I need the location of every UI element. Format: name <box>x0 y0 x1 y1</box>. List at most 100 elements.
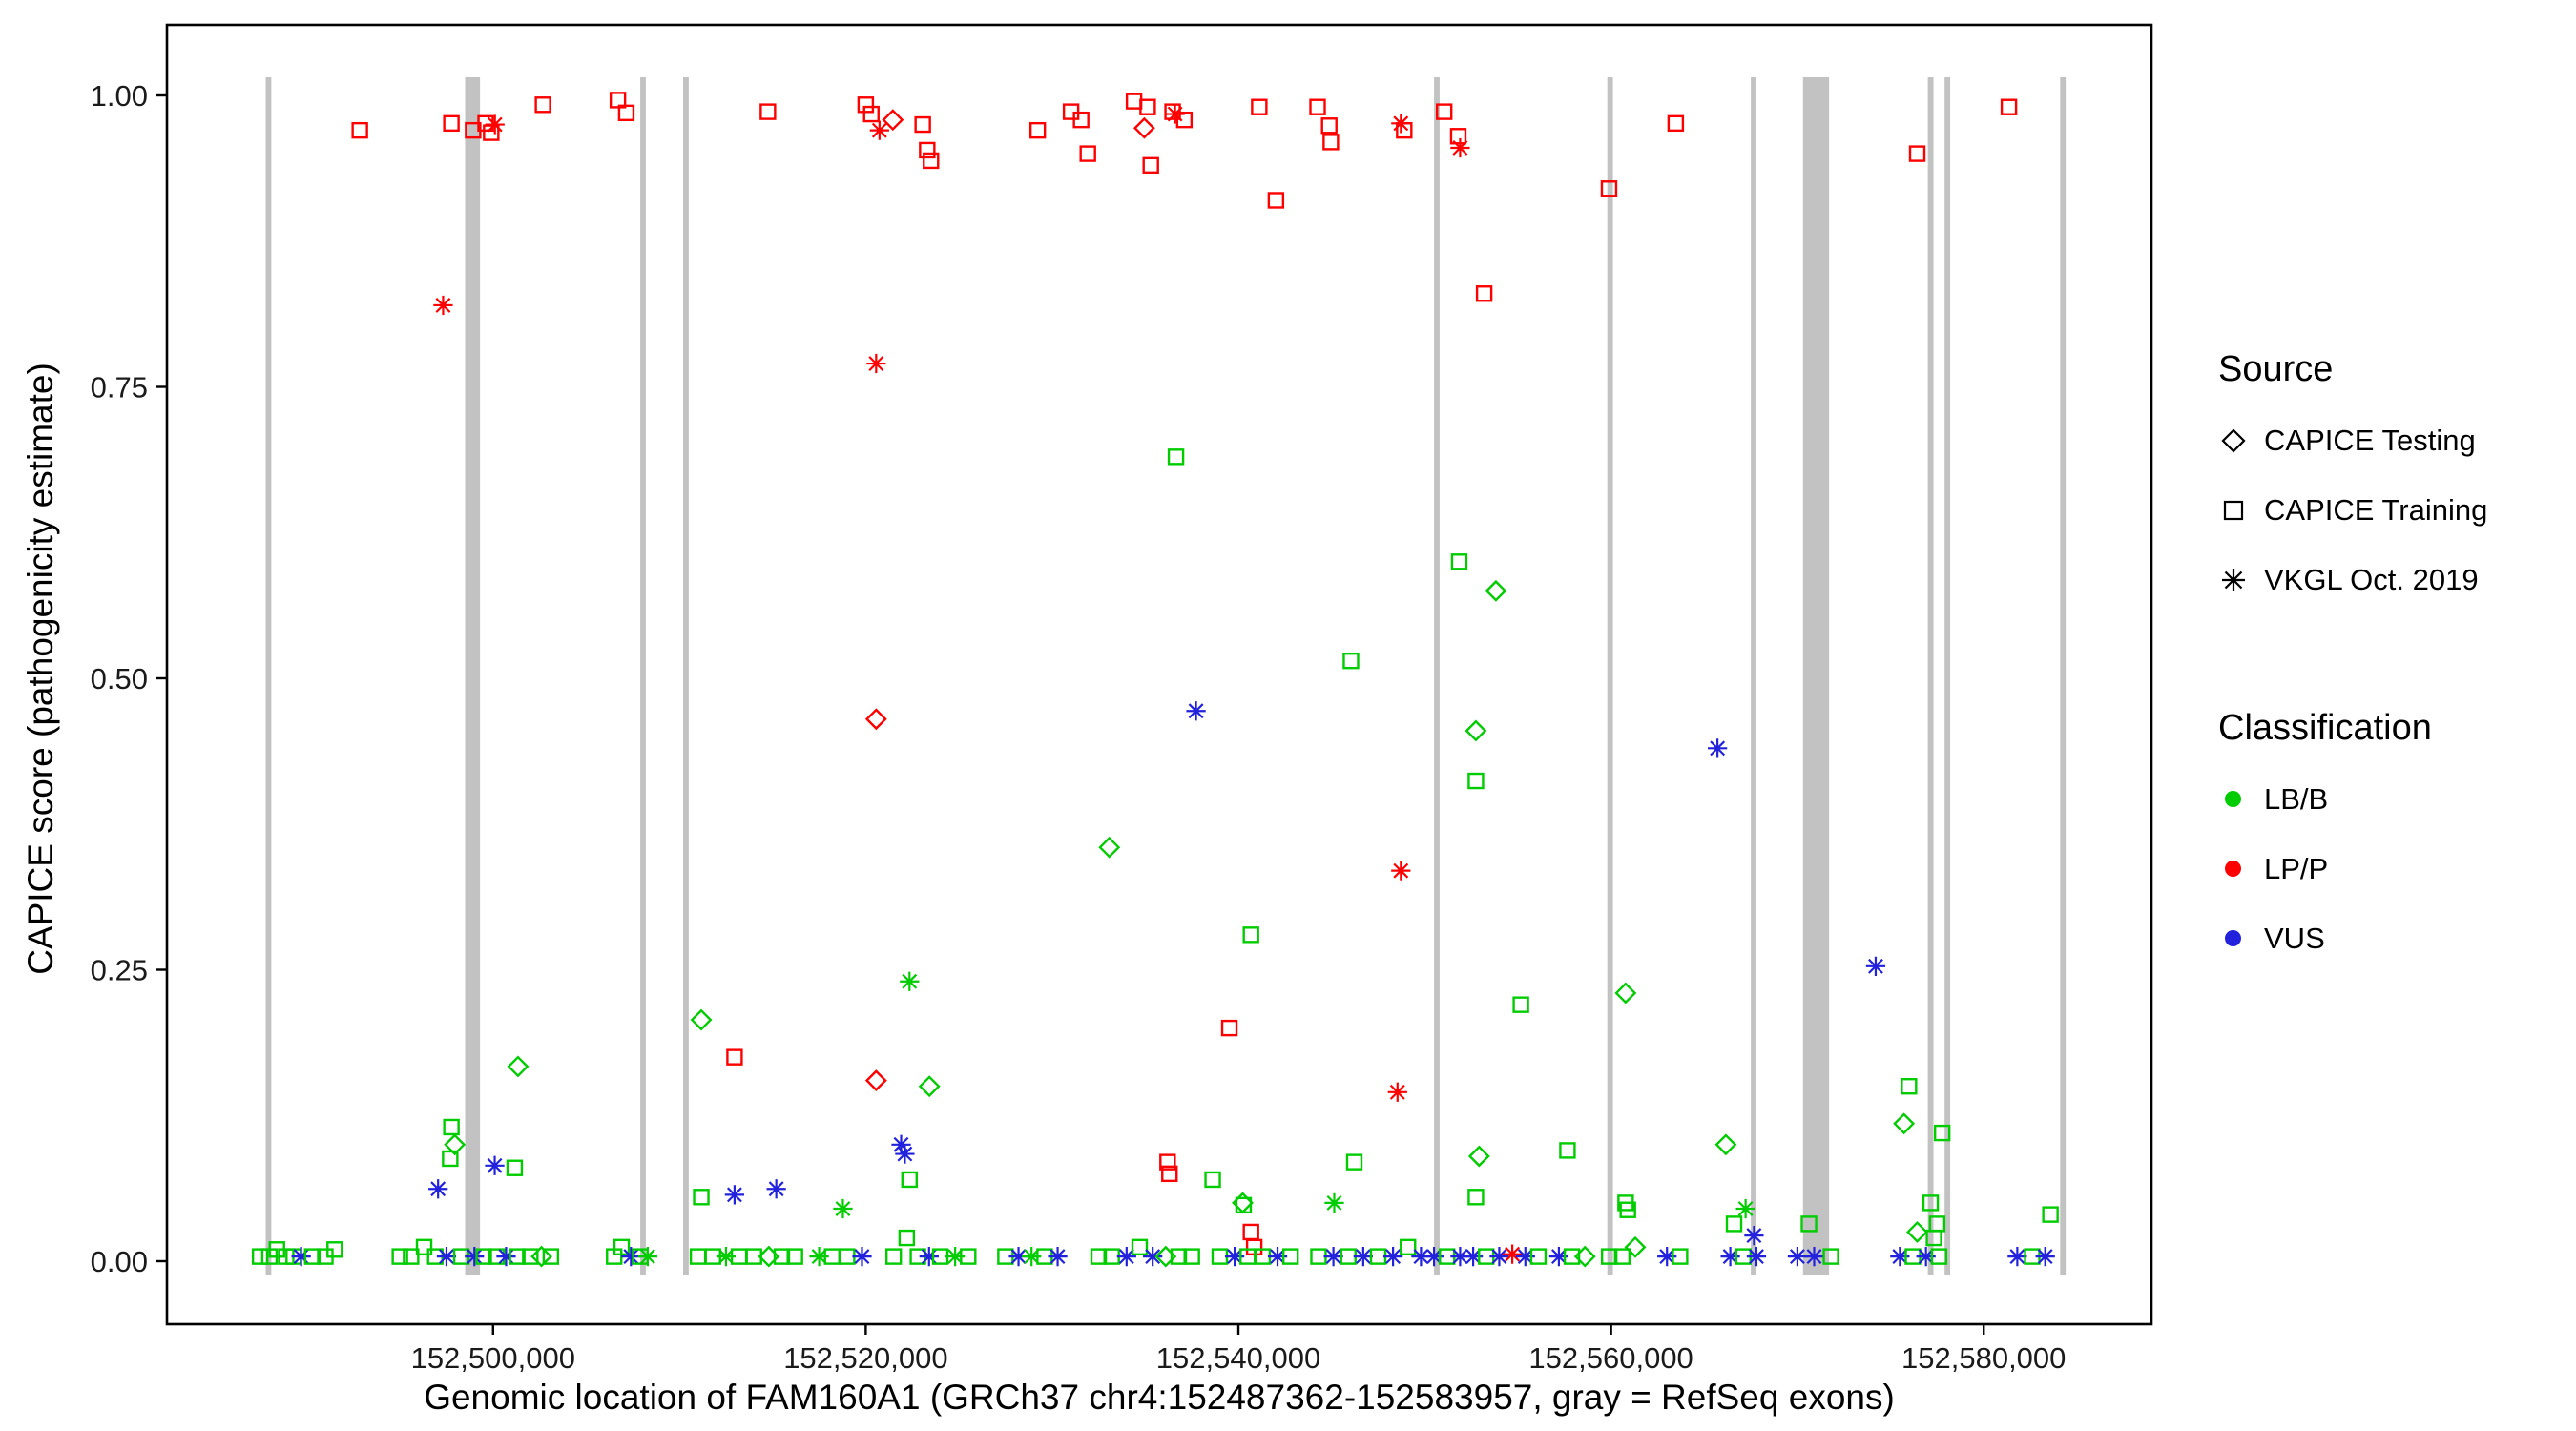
data-point <box>1672 1248 1689 1265</box>
data-point <box>433 295 453 316</box>
x-tick-label: 152,580,000 <box>1901 1341 2066 1375</box>
data-point <box>900 971 920 991</box>
data-point <box>1467 1189 1485 1206</box>
data-point <box>2007 1246 2027 1267</box>
data-point <box>1098 836 1121 859</box>
y-tick-label: 0.75 <box>91 371 148 404</box>
data-point <box>1512 996 1529 1013</box>
data-point <box>465 1246 485 1267</box>
data-point <box>1865 956 1886 976</box>
data-point <box>923 152 940 170</box>
data-point <box>617 104 635 122</box>
data-point <box>428 1179 448 1199</box>
data-point <box>1183 1248 1200 1265</box>
data-point <box>1079 145 1096 162</box>
y-axis-title: CAPICE score (pathogenicity estimate) <box>21 363 60 975</box>
data-point <box>1450 553 1468 570</box>
data-point <box>693 1189 710 1206</box>
data-point <box>1787 1246 1808 1267</box>
legend-source-title: Source <box>2218 349 2334 389</box>
data-point <box>857 96 875 114</box>
exon-bar <box>1607 77 1613 1275</box>
legend-item-lpp: LP/P <box>2218 834 2432 903</box>
data-point <box>351 121 368 139</box>
data-point <box>1804 1246 1824 1267</box>
exon-bar <box>1927 77 1934 1275</box>
x-tick-label: 152,500,000 <box>411 1341 575 1375</box>
data-point <box>1450 137 1470 158</box>
data-point <box>609 92 627 109</box>
exon-bar <box>265 77 272 1275</box>
data-point <box>443 114 460 133</box>
data-point <box>724 1185 745 1205</box>
data-point <box>882 109 904 132</box>
square-icon <box>2223 500 2244 520</box>
data-point <box>1559 1142 1576 1159</box>
data-point <box>809 1246 829 1267</box>
legend-classification: Classification LB/B LP/P VUS <box>2218 708 2432 973</box>
data-point <box>766 1179 786 1199</box>
data-point <box>1175 111 1194 129</box>
exon-bar <box>1434 77 1440 1275</box>
data-point <box>1708 738 1728 758</box>
panel-border <box>165 23 2153 1326</box>
data-point <box>690 1008 713 1031</box>
data-point <box>1600 1248 1618 1265</box>
data-point <box>1142 156 1159 175</box>
data-point <box>1396 121 1413 139</box>
data-point <box>1720 1246 1740 1267</box>
data-point <box>1467 1145 1490 1168</box>
data-point <box>1116 1246 1136 1267</box>
legend-label: VKGL Oct. 2019 <box>2264 562 2479 596</box>
legend-label: CAPICE Testing <box>2264 423 2476 457</box>
data-point <box>1901 1077 1918 1095</box>
data-point <box>1714 1133 1737 1156</box>
data-point <box>1515 1246 1535 1267</box>
data-point <box>1324 1192 1344 1213</box>
data-point <box>1925 1229 1942 1247</box>
data-point <box>1933 1124 1951 1142</box>
exon-bar <box>2060 77 2067 1275</box>
data-point <box>1382 1246 1403 1267</box>
data-point <box>901 1171 918 1189</box>
legend-classification-title: Classification <box>2218 708 2432 748</box>
legend-label: LP/P <box>2264 851 2329 885</box>
data-point <box>1489 1246 1509 1267</box>
data-point <box>1028 121 1047 139</box>
data-point <box>2042 1206 2059 1223</box>
data-point <box>1725 1215 1743 1233</box>
data-point <box>1822 1248 1839 1265</box>
data-point <box>1204 1171 1221 1189</box>
x-tick-label: 152,520,000 <box>783 1341 947 1375</box>
data-point <box>303 1248 322 1265</box>
data-point <box>621 1246 641 1267</box>
data-point <box>864 1069 887 1092</box>
data-point <box>1614 982 1637 1005</box>
data-point <box>759 103 777 120</box>
data-point <box>534 96 551 114</box>
data-point <box>1450 1246 1470 1267</box>
data-point <box>862 105 880 123</box>
data-point <box>1893 1112 1916 1135</box>
data-point <box>509 1248 526 1265</box>
data-point <box>833 1198 853 1219</box>
data-point <box>1224 1246 1245 1267</box>
data-point <box>1391 861 1411 881</box>
data-point <box>919 141 936 159</box>
data-point <box>613 1238 631 1256</box>
exon-bar <box>465 77 481 1275</box>
data-point <box>1251 98 1268 115</box>
exon-bar <box>682 77 689 1275</box>
data-point <box>542 1248 560 1265</box>
data-point <box>1342 652 1360 670</box>
legend-item-lbb: LB/B <box>2218 764 2432 834</box>
plot-panel <box>167 25 2151 1324</box>
data-point <box>1449 128 1467 145</box>
data-point <box>1186 701 1206 721</box>
data-point <box>1161 1165 1178 1183</box>
data-point <box>444 1133 467 1156</box>
exon-bar <box>1944 77 1951 1275</box>
data-point <box>726 1048 743 1066</box>
data-point <box>1281 1248 1299 1265</box>
data-point <box>1309 98 1326 115</box>
